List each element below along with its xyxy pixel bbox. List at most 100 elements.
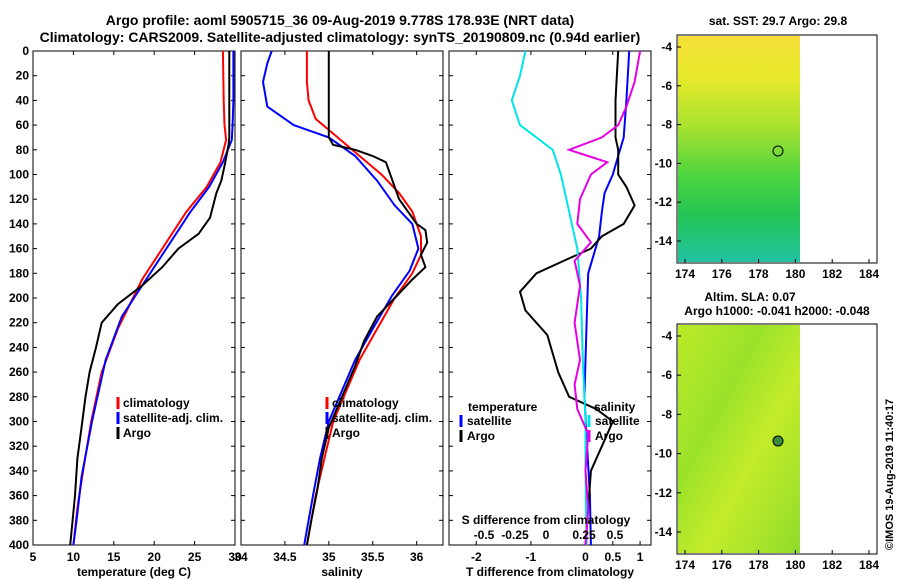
salinity-xtick-label: 35.5 (361, 550, 385, 564)
depth-tick-label: 240 (9, 340, 29, 354)
depth-tick-label: 160 (9, 242, 29, 256)
map-xtick-label: 180 (785, 267, 805, 281)
map-ytick-label: -8 (661, 407, 672, 421)
difference-series-s-argo (566, 50, 642, 546)
salinity-series-satellite-adj-clim- (261, 50, 420, 546)
depth-tick-label: 0 (22, 44, 29, 58)
diff-legend-salinity-title: salinity (594, 400, 636, 414)
sst-map-title: sat. SST: 29.7 Argo: 29.8 (709, 14, 848, 28)
map-ytick-label: -8 (661, 118, 672, 132)
depth-tick-label: 380 (9, 513, 29, 527)
sst-map: sat. SST: 29.7 Argo: 29.8 174 176 178 180 18… (655, 14, 880, 281)
profile-panels: 0204060801001201401601802002202402602803… (9, 44, 652, 579)
depth-tick-label: 80 (16, 143, 30, 157)
temperature-xtick-label: 10 (67, 550, 81, 564)
map-ytick-label: -14 (655, 525, 673, 539)
sst-argo-position-marker (772, 145, 784, 157)
diff-legend-salinity-label: Argo (595, 429, 623, 443)
diff-legend-temperature-title: temperature (468, 400, 538, 414)
difference-xlabel: T difference from climatology (466, 565, 634, 579)
map-xtick-label: 178 (749, 267, 769, 281)
diff-xlabel-top: S difference from climatology (462, 513, 631, 527)
difference-panel: -2 -1 0 0.5 1T difference from climatology te… (448, 50, 652, 579)
map-xtick-label: 178 (749, 558, 769, 572)
diff-top-tick-label: 0.5 (607, 528, 624, 542)
difference-series-t-argo (518, 50, 636, 546)
salinity-series-argo (305, 51, 429, 546)
diff-legend-temperature-label: Argo (467, 429, 495, 443)
map-xtick-label: 182 (822, 267, 842, 281)
salinity-legend-label: Argo (332, 426, 360, 440)
depth-tick-label: 180 (9, 266, 29, 280)
difference-xtick-label: -1 (526, 550, 537, 564)
salinity-frame (240, 50, 444, 546)
sla-map: Altim. SLA: 0.07 Argo h1000: -0.041 h200… (655, 290, 880, 572)
diff-top-tick-label: -0.5 (474, 528, 495, 542)
map-ytick-label: -6 (661, 368, 672, 382)
temperature-xtick-label: 20 (148, 550, 162, 564)
depth-tick-label: 320 (9, 439, 29, 453)
map-ytick-label: -10 (655, 156, 673, 170)
salinity-xtick-label: 35 (322, 550, 336, 564)
difference-series-s-satellite (510, 50, 588, 546)
salinity-legend-label: satellite-adj. clim. (332, 411, 432, 425)
sst-yticks: -4 -6 -8 -10 -12 -14 (655, 40, 681, 248)
sla-yticks: -4 -6 -8 -10 -12 -14 (655, 329, 681, 539)
figure-title-line1: Argo profile: aoml 5905715_36 09-Aug-201… (105, 12, 575, 28)
temperature-xtick-label: 30 (228, 550, 242, 564)
map-ytick-label: -12 (655, 195, 673, 209)
map-xtick-label: 182 (822, 558, 842, 572)
sla-argo-position-marker (772, 435, 784, 447)
diff-legend-salinity-label: satellite (595, 414, 640, 428)
temperature-legend-label: Argo (123, 426, 151, 440)
difference-xtick-label: 1 (637, 550, 644, 564)
depth-tick-label: 60 (16, 118, 30, 132)
difference-xtick-label: 0.5 (604, 550, 621, 564)
difference-frame (448, 50, 652, 546)
temperature-series-satellite-adj-clim- (72, 51, 235, 546)
map-xtick-label: 184 (859, 267, 879, 281)
diff-legend-temperature-label: satellite (467, 414, 512, 428)
copyright-label: ©IMOS 19-Aug-2019 11:40:17 (884, 399, 896, 550)
depth-tick-label: 260 (9, 365, 29, 379)
map-xtick-label: 174 (675, 558, 695, 572)
depth-tick-label: 40 (16, 93, 30, 107)
depth-tick-label: 20 (16, 69, 30, 83)
salinity-legend-label: climatology (332, 396, 399, 410)
temperature-series-argo (69, 51, 231, 546)
sla-map-title-line1: Altim. SLA: 0.07 (704, 290, 796, 304)
temperature-panel: 0 20 40 60 80 100 120 140 160 180 200 220 240 260 280 3… (9, 44, 242, 579)
map-ytick-label: -14 (655, 234, 673, 248)
salinity-series-climatology (305, 51, 422, 546)
map-ytick-label: -6 (661, 79, 672, 93)
depth-tick-label: 340 (9, 464, 29, 478)
map-ytick-label: -4 (661, 329, 672, 343)
depth-tick-label: 360 (9, 489, 29, 503)
map-ytick-label: -12 (655, 486, 673, 500)
difference-xtick-label: -2 (471, 550, 482, 564)
map-xtick-label: 174 (675, 267, 695, 281)
temperature-xtick-label: 15 (107, 550, 121, 564)
depth-tick-label: 120 (9, 192, 29, 206)
temperature-legend-label: climatology (123, 396, 190, 410)
figure-title-line2: Climatology: CARS2009. Satellite-adjuste… (39, 29, 641, 45)
depth-tick-label: 140 (9, 217, 29, 231)
salinity-xtick-label: 34 (234, 550, 248, 564)
diff-top-tick-label: -0.25 (501, 528, 529, 542)
diff-top-tick-label: 0 (543, 528, 550, 542)
diff-top-tick-label: 0.25 (572, 528, 596, 542)
difference-xtick-label: 0 (582, 550, 589, 564)
salinity-xtick-label: 34.5 (273, 550, 297, 564)
depth-tick-label: 220 (9, 316, 29, 330)
map-xtick-label: 176 (712, 558, 732, 572)
sla-map-title-line2: Argo h1000: -0.041 h2000: -0.048 (684, 304, 870, 318)
temperature-xtick-label: 5 (30, 550, 37, 564)
depth-tick-label: 300 (9, 415, 29, 429)
temperature-xlabel: temperature (deg C) (77, 565, 191, 579)
salinity-xtick-label: 36 (410, 550, 424, 564)
depth-tick-label: 280 (9, 390, 29, 404)
map-xtick-label: 184 (859, 558, 879, 572)
temperature-legend-label: satellite-adj. clim. (123, 411, 223, 425)
temperature-xtick-label: 25 (188, 550, 202, 564)
